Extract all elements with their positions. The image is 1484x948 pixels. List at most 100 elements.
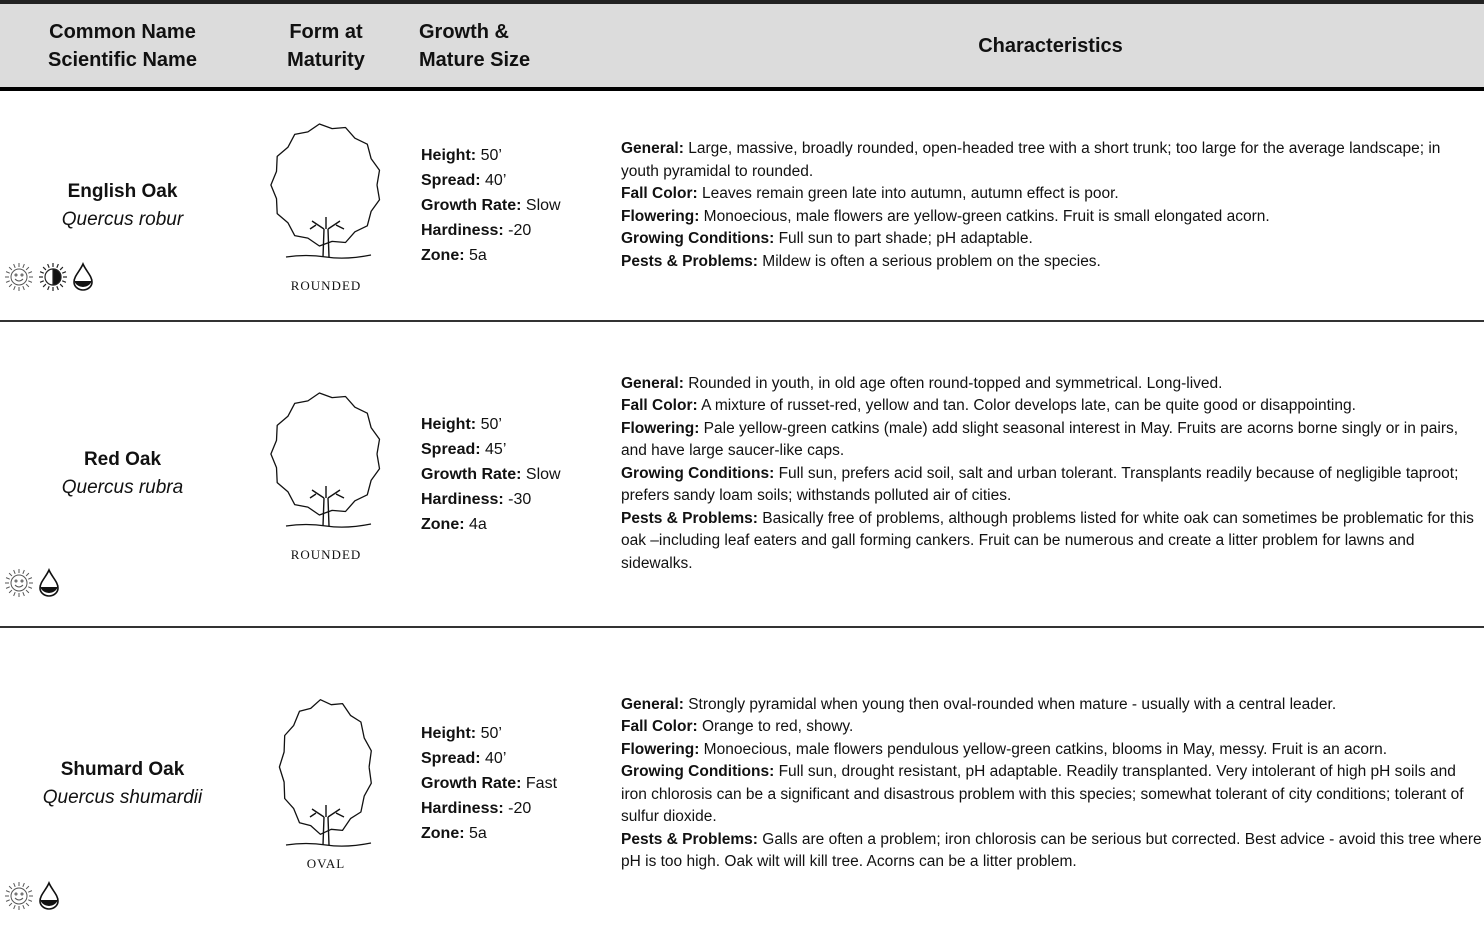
characteristic-label: General: xyxy=(621,140,684,157)
scientific-name: Quercus robur xyxy=(61,208,184,230)
header-text: Form at xyxy=(289,20,363,43)
characteristic: Pests & Problems: Galls are often a prob… xyxy=(621,829,1482,874)
name-cell: English Oak Quercus robur xyxy=(0,89,245,321)
tree-form xyxy=(245,117,407,282)
common-name: Red Oak xyxy=(83,449,162,470)
spec-line: Zone: 5a xyxy=(421,821,617,846)
tree-form-drawing xyxy=(270,123,381,259)
spec-label: Spread: xyxy=(421,172,481,189)
spec-label: Spread: xyxy=(421,750,481,767)
characteristic-text: Full sun, prefers acid soil, salt and ur… xyxy=(621,464,1459,505)
spec-value: 45’ xyxy=(485,440,507,458)
water-icon xyxy=(73,262,93,291)
spec-line: Hardiness: -30 xyxy=(421,487,617,512)
characteristic-text: Monoecious, male flowers pendulous yello… xyxy=(703,740,1388,758)
part-shade-icon xyxy=(39,263,67,291)
spec-value: 50’ xyxy=(480,147,502,164)
header-row: Common Name Scientific Name Form at Maturit… xyxy=(0,0,1484,91)
characteristic-label: General: xyxy=(621,695,684,713)
characteristic: Growing Conditions: Full sun to part sha… xyxy=(621,228,1482,251)
site-icons xyxy=(4,881,60,911)
spec-label: Height: xyxy=(421,147,477,164)
characteristic-text: Large, massive, broadly rounded, open-he… xyxy=(621,140,1441,180)
form-label: OVAL xyxy=(306,856,346,871)
spec-label: Growth Rate: xyxy=(421,465,522,483)
spec-line: Zone: 4a xyxy=(421,512,617,537)
characteristic-text: A mixture of russet-red, yellow and tan.… xyxy=(701,397,1356,415)
spec-label: Height: xyxy=(421,415,477,433)
characteristic: Growing Conditions: Full sun, drought re… xyxy=(621,761,1482,829)
spec-value: -30 xyxy=(508,490,532,508)
spec-line: Spread: 40’ xyxy=(421,746,617,771)
characteristic-label: Fall Color: xyxy=(621,185,698,202)
characteristics-cell: General: Rounded in youth, in old age of… xyxy=(617,321,1484,627)
characteristic-text: Basically free of problems, although pro… xyxy=(621,509,1474,572)
tree-form xyxy=(245,386,407,551)
characteristic: Flowering: Monoecious, male flowers are … xyxy=(621,206,1482,229)
header-text: Scientific Name xyxy=(48,48,197,71)
characteristic-label: Fall Color: xyxy=(621,397,698,415)
spec-value: 40’ xyxy=(485,172,507,189)
spec-value: -20 xyxy=(508,800,532,817)
scientific-name: Quercus shumardii xyxy=(42,786,203,808)
characteristic-text: Mildew is often a serious problem on the… xyxy=(762,252,1101,270)
form-cell: ROUNDED xyxy=(245,321,407,627)
column-header: Form at Maturity xyxy=(245,0,407,91)
characteristic-text: Leaves remain green late into autumn, au… xyxy=(701,185,1119,202)
characteristic-text: Orange to red, showy. xyxy=(701,718,854,735)
characteristic: Flowering: Monoecious, male flowers pend… xyxy=(621,739,1482,762)
column-header: Characteristics xyxy=(617,0,1484,91)
characteristics-cell: General: Strongly pyramidal when young t… xyxy=(617,627,1484,939)
characteristic-text: Pale yellow-green catkins (male) add sli… xyxy=(621,419,1459,460)
characteristic-label: Pests & Problems: xyxy=(621,509,758,527)
spec-value: 40’ xyxy=(485,750,507,767)
characteristic-label: General: xyxy=(621,374,684,392)
header-text: Characteristics xyxy=(978,34,1123,57)
characteristics-cell: General: Large, massive, broadly rounded… xyxy=(617,89,1484,321)
characteristic-label: Flowering: xyxy=(621,419,700,437)
tree-form-drawing xyxy=(278,699,372,847)
spec-label: Growth Rate: xyxy=(421,197,522,214)
form-label: ROUNDED xyxy=(290,278,362,293)
sun-icon xyxy=(5,263,33,291)
spec-value: -20 xyxy=(508,222,532,239)
characteristic: Pests & Problems: Basically free of prob… xyxy=(621,508,1482,576)
characteristic-label: Flowering: xyxy=(621,740,700,758)
spec-line: Spread: 40’ xyxy=(421,168,617,193)
characteristic: Pests & Problems: Mildew is often a seri… xyxy=(621,251,1482,274)
characteristic-label: Flowering: xyxy=(621,207,700,225)
name-cell: Red Oak Quercus rubra xyxy=(0,321,245,627)
spec-label: Hardiness: xyxy=(421,800,504,817)
header-text: Growth & xyxy=(419,20,509,43)
spec-line: Height: 50’ xyxy=(421,412,617,437)
sun-icon xyxy=(5,882,33,910)
characteristic-text: Monoecious, male flowers are yellow-gree… xyxy=(703,207,1270,225)
plant-row: Red Oak Quercus rubra ROUNDED Height: 50’ S… xyxy=(0,321,1484,627)
spec-label: Zone: xyxy=(421,515,465,533)
header-text: Maturity xyxy=(287,48,365,71)
characteristic: Growing Conditions: Full sun, prefers ac… xyxy=(621,463,1482,508)
spec-label: Growth Rate: xyxy=(421,775,522,792)
spec-value: Slow xyxy=(525,465,561,483)
form-label: ROUNDED xyxy=(290,546,362,562)
spec-line: Hardiness: -20 xyxy=(421,796,617,821)
spec-line: Growth Rate: Slow xyxy=(421,193,617,218)
characteristic: Fall Color: Orange to red, showy. xyxy=(621,716,1482,739)
characteristic-text: Full sun to part shade; pH adaptable. xyxy=(778,230,1033,247)
spec-label: Hardiness: xyxy=(421,222,504,239)
spec-label: Zone: xyxy=(421,247,465,264)
form-cell: OVAL xyxy=(245,627,407,939)
spec-value: Slow xyxy=(525,197,561,214)
common-name: English Oak xyxy=(67,180,178,202)
header-text: Common Name xyxy=(49,20,196,43)
characteristic-text: Strongly pyramidal when young then oval-… xyxy=(688,695,1337,713)
tree-form xyxy=(245,695,407,860)
spec-value: 50’ xyxy=(480,415,502,433)
characteristic: General: Rounded in youth, in old age of… xyxy=(621,373,1482,396)
spec-line: Growth Rate: Fast xyxy=(421,771,617,796)
header-text: Mature Size xyxy=(419,48,531,71)
characteristic-text: Rounded in youth, in old age often round… xyxy=(688,374,1223,392)
spec-value: 50’ xyxy=(480,725,502,742)
